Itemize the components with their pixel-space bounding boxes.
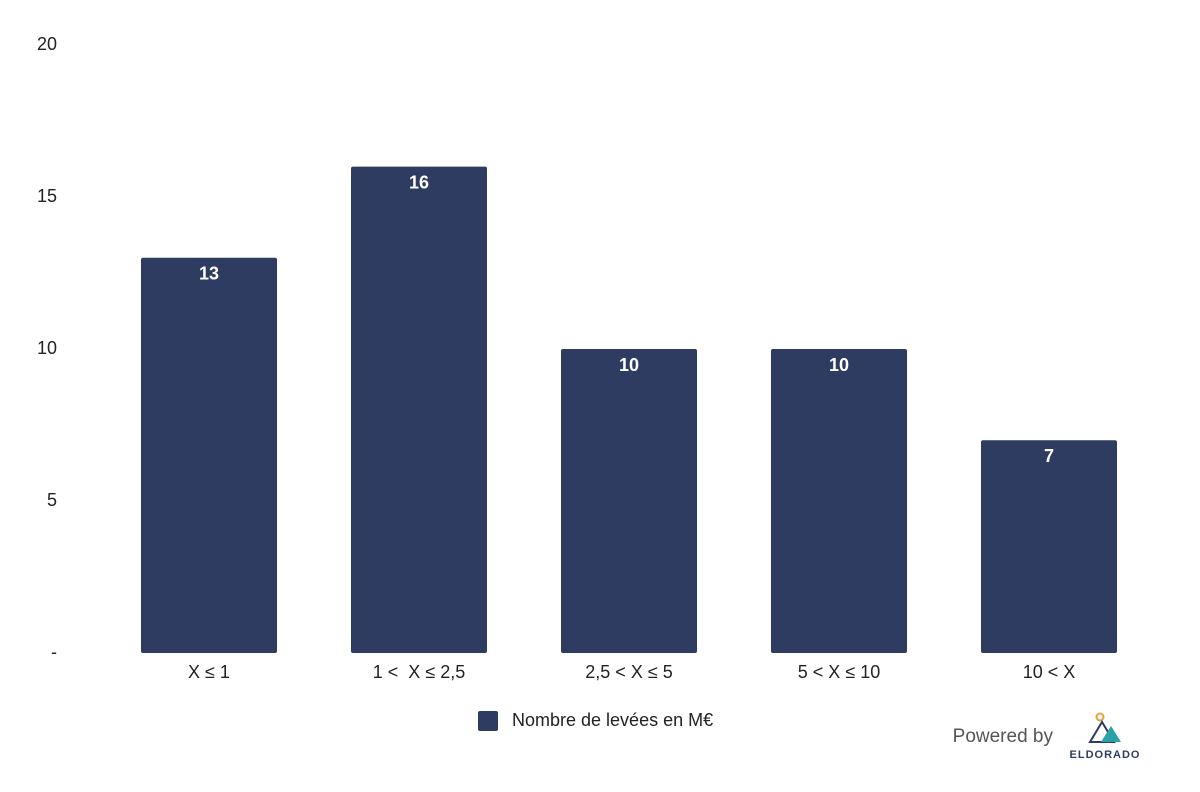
data-label: 10: [619, 355, 639, 375]
x-tick-label: 2,5 < X ≤ 5: [585, 662, 672, 682]
y-tick-label: -: [51, 642, 57, 662]
logo-sun: [1095, 712, 1105, 722]
logo-mountain: [1101, 726, 1121, 742]
x-tick-label: 1 < X ≤ 2,5: [373, 662, 465, 682]
x-tick-label: 10 < X: [1023, 662, 1076, 682]
bar: [561, 349, 697, 653]
bar: [981, 440, 1117, 653]
legend-swatch: [478, 711, 498, 731]
data-label: 16: [409, 172, 429, 192]
data-label: 10: [829, 355, 849, 375]
legend-label: Nombre de levées en M€: [512, 710, 713, 730]
y-tick-label: 15: [37, 186, 57, 206]
y-tick-label: 10: [37, 338, 57, 358]
x-tick-label: X ≤ 1: [188, 662, 230, 682]
brand-logo: [1088, 712, 1121, 743]
bar: [771, 349, 907, 653]
powered-by: Powered by: [953, 726, 1054, 747]
bar: [141, 257, 277, 653]
data-label: 13: [199, 264, 219, 284]
x-tick-label: 5 < X ≤ 10: [798, 662, 880, 682]
bar: [351, 166, 487, 653]
y-tick-label: 5: [47, 490, 57, 510]
data-label: 7: [1044, 446, 1054, 466]
brand-name: ELDORADO: [1070, 749, 1141, 761]
y-tick-label: 20: [37, 34, 57, 54]
